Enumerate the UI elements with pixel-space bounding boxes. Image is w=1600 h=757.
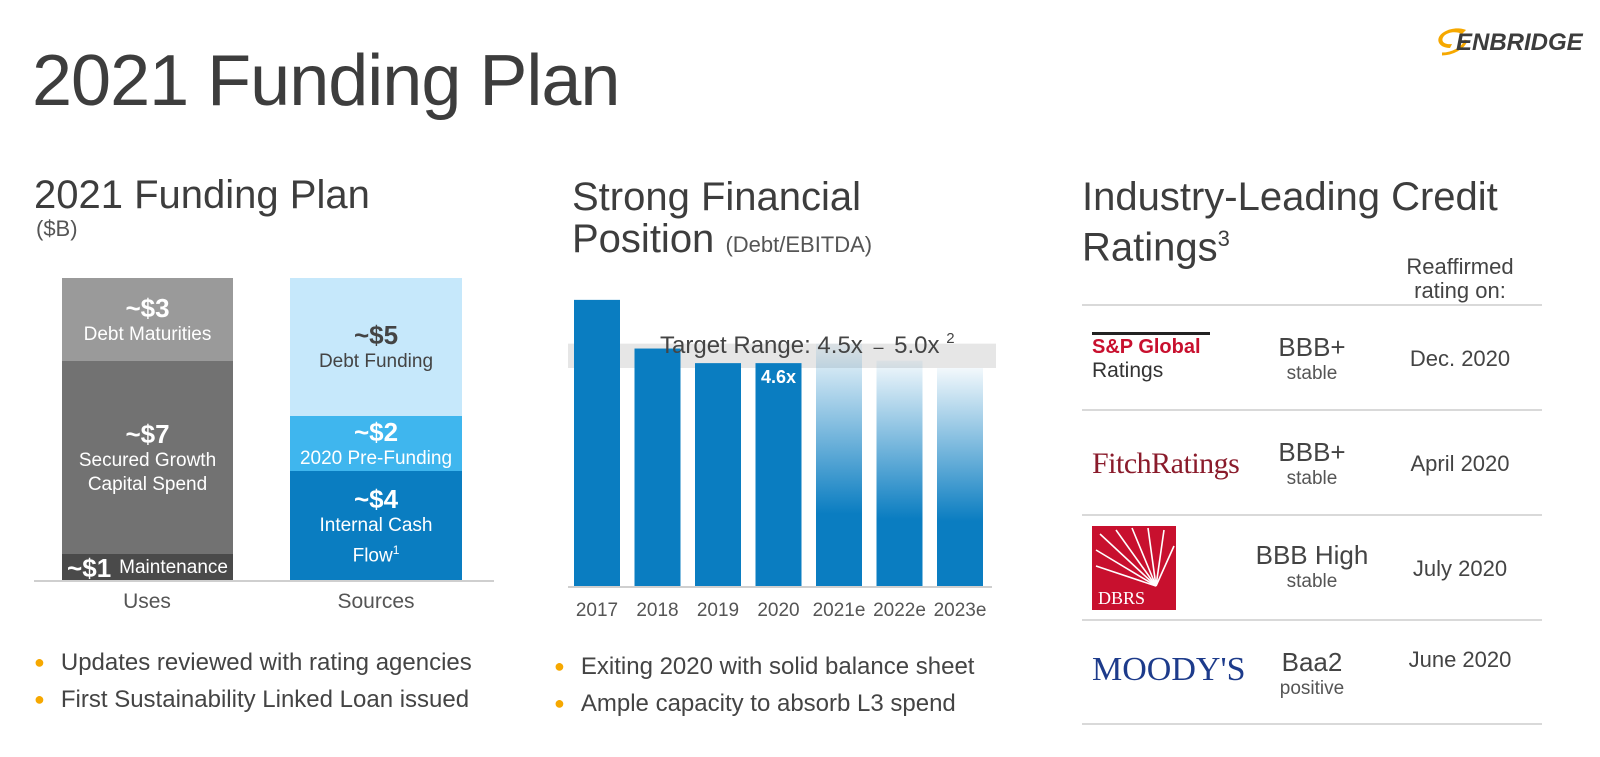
page-title: 2021 Funding Plan	[32, 41, 620, 121]
ratings-title-footnote: 3	[1217, 226, 1230, 251]
leverage-bar-2017	[574, 299, 620, 587]
uses-maintenance-segment: ~$1 Maintenance	[62, 552, 233, 583]
fitch-grade: BBB+	[1278, 437, 1346, 467]
rating-row-sp: S&P Global Ratings BBB+ stable Dec. 2020	[1082, 304, 1542, 412]
leverage-tick-2019: 2019	[697, 600, 739, 621]
target-range-low: Target Range: 4.5x	[660, 332, 863, 359]
target-range-high: 5.0x	[894, 332, 939, 359]
leverage-data-label-2020: 4.6x	[761, 367, 796, 387]
sources-prefunding-amount: ~$2	[353, 416, 399, 447]
uses-maintenance-label: Maintenance	[119, 556, 228, 578]
logo-text: ENBRIDGE	[1456, 29, 1584, 56]
leverage-bar-2020	[755, 363, 802, 587]
sources-debt-amount: ~$5	[353, 320, 399, 350]
sp-logo-line2: Ratings	[1092, 359, 1164, 382]
ratings-bottom-rule	[1082, 723, 1542, 725]
dbrs-grade: BBB High	[1255, 540, 1369, 570]
uses-maturities-label: Debt Maturities	[83, 323, 212, 345]
leverage-bar-2022e	[876, 360, 923, 587]
funding-axis-line	[34, 580, 494, 582]
financial-bullet-1: Exiting 2020 with solid balance sheet	[580, 652, 975, 680]
category-sources: Sources	[337, 590, 415, 613]
leverage-tick-2017: 2017	[576, 600, 618, 621]
funding-stacked-chart: ~$1 Maintenance ~$7 Secured Growth Capit…	[34, 278, 494, 618]
leverage-tick-2020: 2020	[757, 600, 799, 621]
sp-outlook: stable	[1286, 363, 1338, 384]
sources-cashflow-segment: ~$4 Internal Cash Flow1	[290, 471, 462, 581]
uses-maintenance-amount: ~$1	[67, 552, 112, 583]
financial-subtitle: (Debt/EBITDA)	[725, 232, 873, 257]
sources-cashflow-label: Internal Cash Flow	[319, 514, 433, 567]
enbridge-logo: ENBRIDGE	[1438, 28, 1584, 56]
financial-section-title: Strong Financial Position (Debt/EBITDA)	[572, 176, 1012, 266]
sources-debt-label: Debt Funding	[318, 351, 434, 372]
leverage-tick-2023e: 2023e	[934, 600, 987, 621]
reaffirmed-header: Reaffirmed rating on:	[1406, 254, 1514, 303]
leverage-bar-2019	[695, 363, 741, 587]
target-range-label: Target Range: 4.5x – 5.0x 2	[660, 330, 955, 359]
sp-date: Dec. 2020	[1409, 346, 1511, 371]
funding-bullet-2: First Sustainability Linked Loan issued	[60, 685, 470, 713]
uses-maturities-amount: ~$3	[125, 292, 170, 323]
target-range-footnote: 2	[946, 330, 954, 347]
uses-maturities-segment: ~$3 Debt Maturities	[62, 278, 233, 361]
financial-title-line1: Strong Financial	[572, 175, 862, 219]
moodys-outlook: positive	[1279, 678, 1345, 699]
bullet-icon: ●	[554, 693, 565, 713]
uses-growth-label: Secured Growth Capital Spend	[78, 449, 217, 495]
financial-title-line2: Position	[572, 217, 715, 261]
target-range-sep: –	[873, 337, 883, 357]
sources-prefunding-segment: ~$2 2020 Pre-Funding	[290, 416, 462, 471]
dbrs-logo: DBRS	[1092, 526, 1176, 610]
category-uses: Uses	[123, 590, 171, 613]
bullet-icon: ●	[554, 656, 565, 676]
moodys-logo: MOODY'S	[1092, 651, 1246, 688]
ratings-title: Industry-Leading Credit Ratings	[1082, 175, 1498, 270]
rating-row-moodys: MOODY'S Baa2 positive June 2020	[1082, 619, 1542, 727]
moodys-date: June 2020	[1408, 647, 1512, 672]
sources-debt-segment: ~$5 Debt Funding	[290, 278, 462, 416]
rating-row-dbrs: DBRS BBB High stable July 2020	[1082, 514, 1542, 622]
financial-bullet-2: Ample capacity to absorb L3 spend	[580, 689, 956, 717]
sp-logo-line1: S&P Global	[1092, 336, 1201, 358]
dbrs-outlook: stable	[1286, 571, 1338, 592]
fitch-logo: FitchRatings	[1092, 447, 1240, 480]
funding-section-title: 2021 Funding Plan	[34, 173, 370, 217]
moodys-grade: Baa2	[1281, 647, 1343, 677]
rating-row-fitch: FitchRatings BBB+ stable April 2020	[1082, 409, 1542, 517]
bullet-icon: ●	[34, 689, 45, 709]
leverage-tick-2021e: 2021e	[813, 600, 866, 621]
uses-growth-amount: ~$7	[125, 418, 170, 449]
bullet-icon: ●	[34, 652, 45, 672]
leverage-bar-2023e	[937, 368, 983, 587]
funding-bullet-1: Updates reviewed with rating agencies	[60, 648, 472, 676]
uses-growth-segment: ~$7 Secured Growth Capital Spend	[62, 361, 233, 554]
leverage-bar-chart: 2017 2018 2019 4.6x 2020 2021e 2022e 2023e Targ…	[568, 299, 996, 621]
sp-logo: S&P Global Ratings	[1092, 332, 1210, 383]
leverage-bar-2018	[634, 348, 681, 587]
fitch-date: April 2020	[1410, 451, 1510, 476]
funding-bullets: ● Updates reviewed with rating agencies ●…	[34, 644, 472, 718]
leverage-tick-2022e: 2022e	[873, 600, 926, 621]
dbrs-logo-text: DBRS	[1098, 588, 1145, 608]
sources-cashflow-amount: ~$4	[353, 483, 399, 514]
leverage-bar-2021e	[816, 343, 862, 587]
leverage-tick-2018: 2018	[636, 600, 678, 621]
financial-bullets: ● Exiting 2020 with solid balance sheet ●…	[554, 648, 974, 722]
dbrs-date: July 2020	[1412, 556, 1508, 581]
ratings-section-title: Industry-Leading Credit Ratings3	[1082, 176, 1582, 268]
funding-unit: ($B)	[36, 216, 78, 241]
sources-prefunding-label: 2020 Pre-Funding	[299, 447, 453, 469]
sp-grade: BBB+	[1278, 332, 1346, 362]
sources-cashflow-footnote: 1	[392, 542, 400, 557]
fitch-outlook: stable	[1286, 468, 1338, 489]
